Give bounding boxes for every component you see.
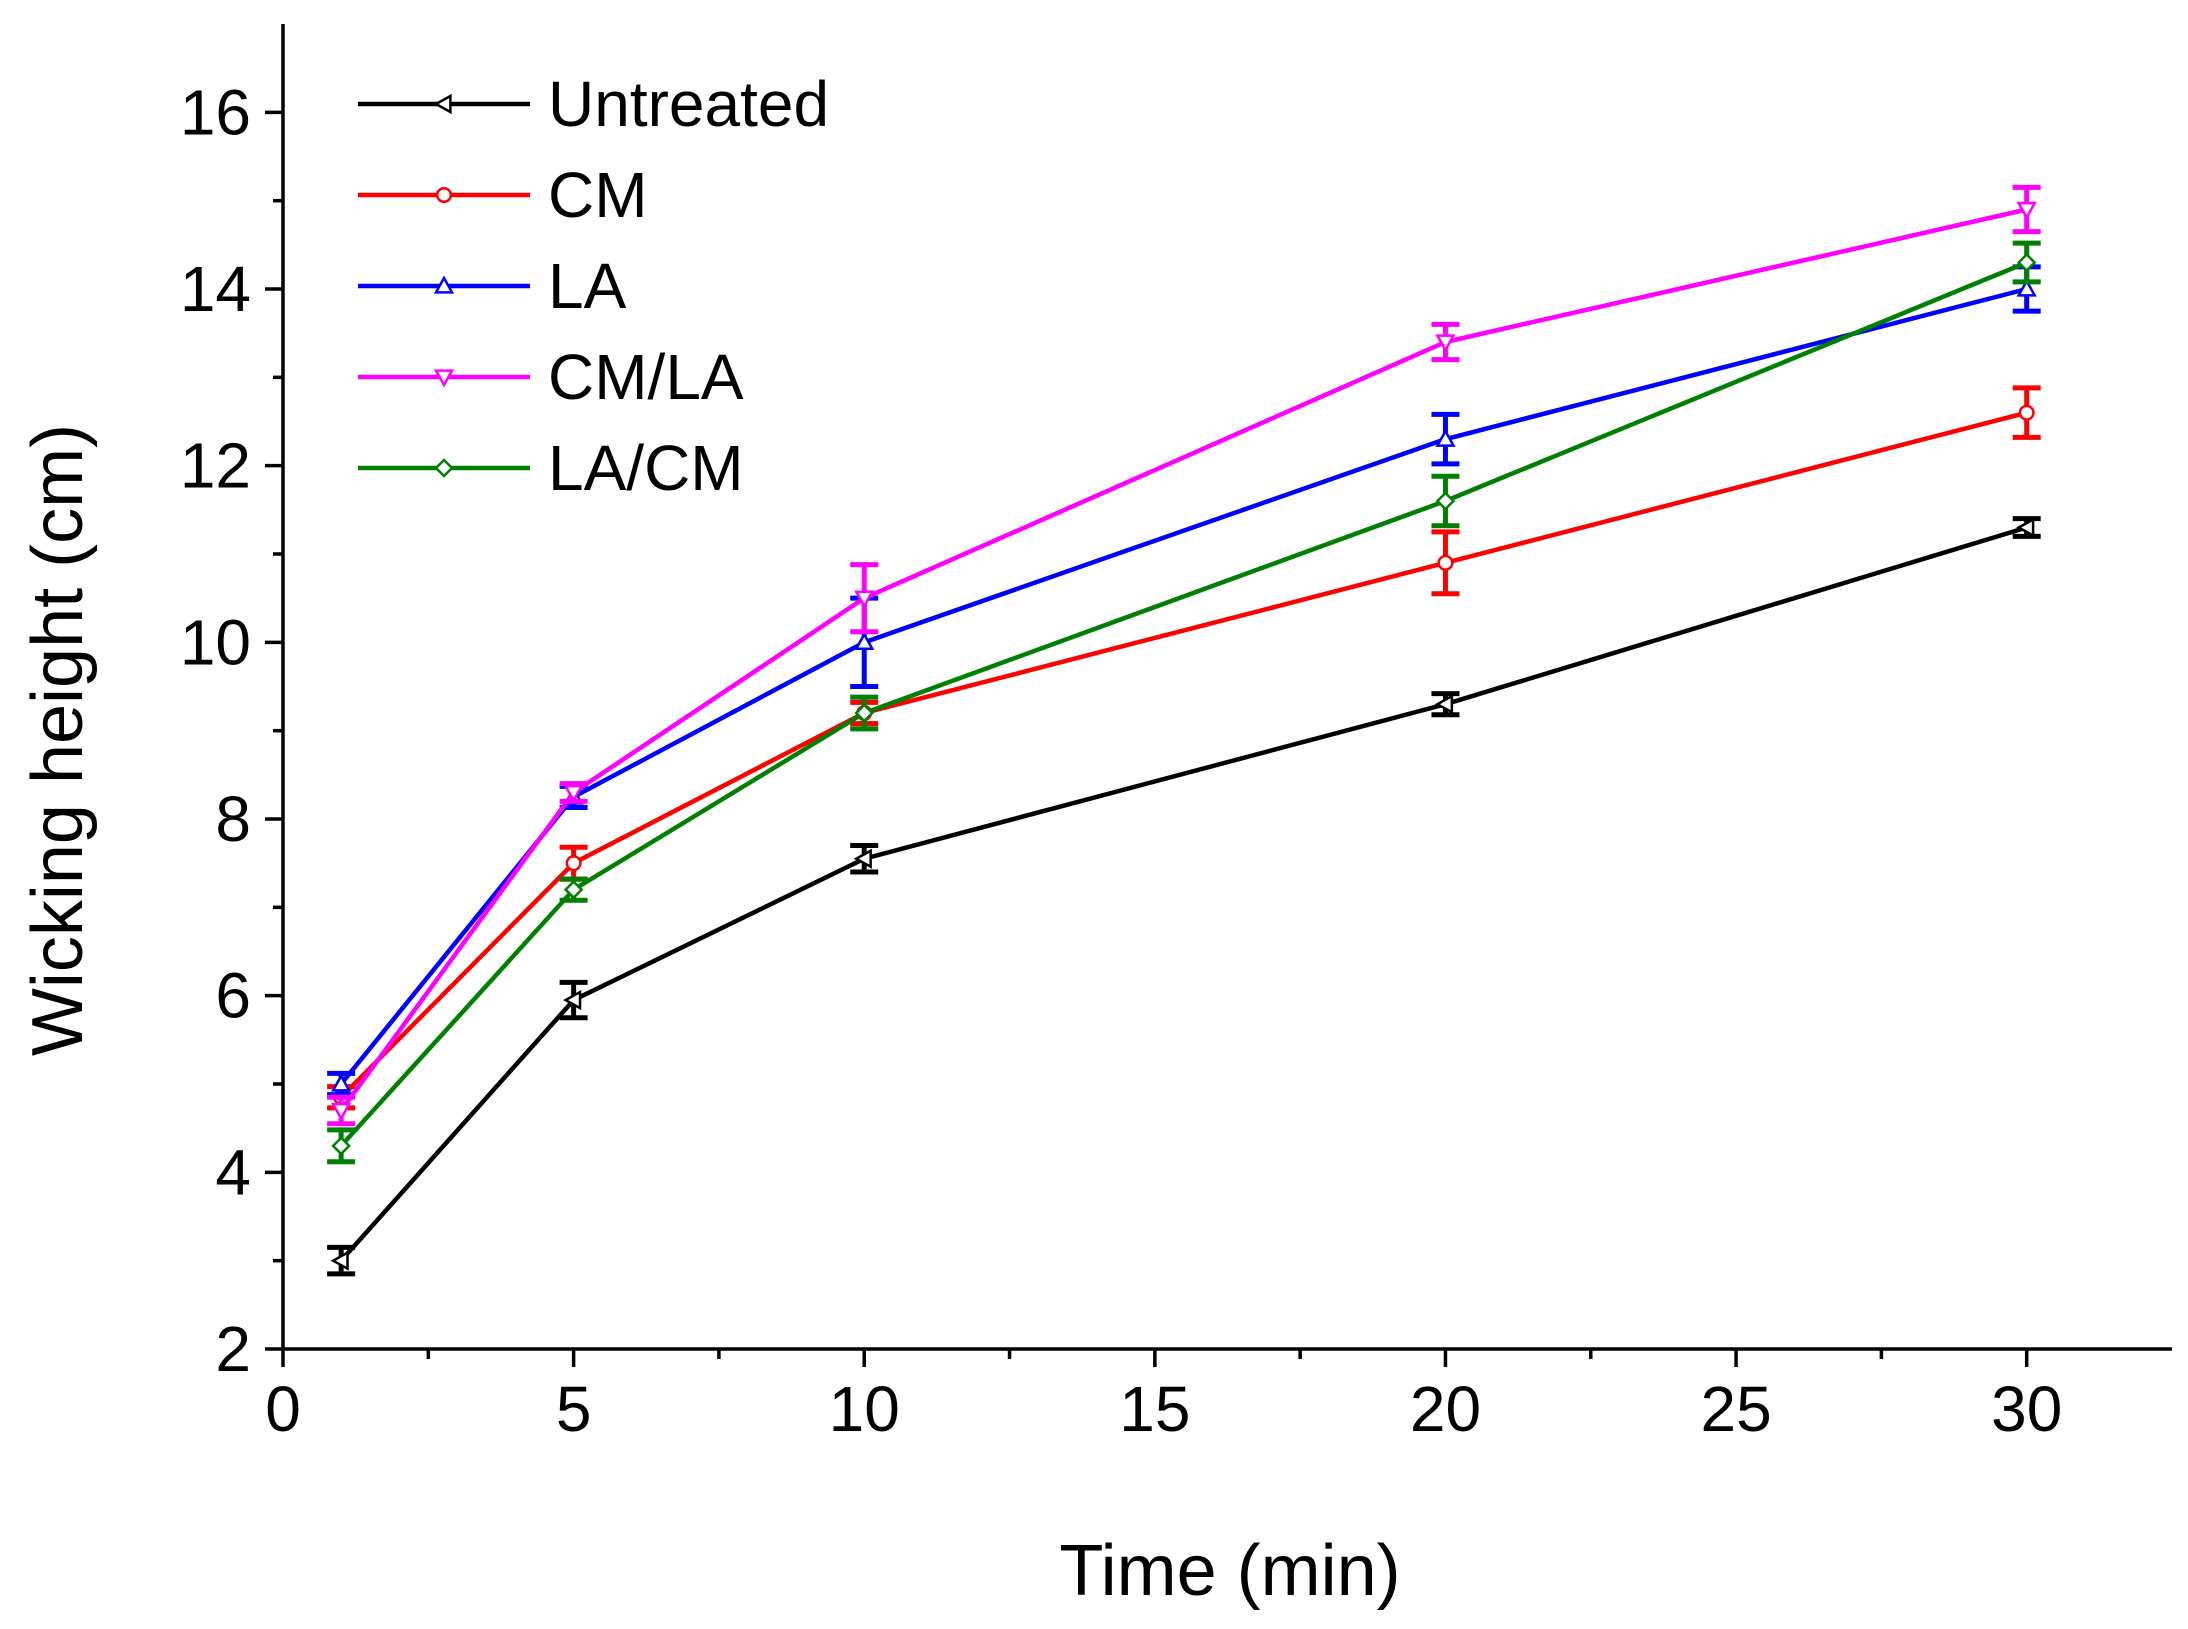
- data-point-la-cm: [1435, 491, 1456, 511]
- legend-label: CM: [548, 159, 648, 231]
- y-tick-label: 10: [180, 606, 251, 678]
- x-tick-label: 20: [1410, 1373, 1481, 1445]
- y-tick-label: 14: [180, 253, 251, 325]
- data-point-untreated: [330, 1250, 349, 1271]
- axes: 0 5 10 15 20 25 30 2 4 6 8 10 12 14 16: [180, 24, 2172, 1445]
- y-tick-label: 16: [180, 76, 251, 148]
- y-axis-title: Wicking height (cm): [18, 424, 98, 1056]
- series-group: [327, 184, 2041, 1277]
- y-tick-label: 2: [215, 1313, 251, 1385]
- x-tick-label: 5: [556, 1373, 592, 1445]
- data-point-cm-la: [1435, 334, 1456, 353]
- y-tick-label: 4: [215, 1136, 251, 1208]
- series-la: [327, 264, 2041, 1098]
- legend-label: LA: [548, 250, 627, 322]
- data-point-cm: [565, 855, 582, 872]
- series-line-cm: [339, 410, 2028, 1099]
- series-line-untreated: [339, 525, 2028, 1263]
- data-point-cm: [2018, 404, 2035, 421]
- legend-item-la: LA: [358, 250, 627, 322]
- data-point-la-cm: [563, 879, 584, 900]
- x-tick-label: 25: [1700, 1373, 1771, 1445]
- data-point-cm-la: [563, 784, 584, 804]
- data-point-la-cm: [2016, 252, 2037, 273]
- legend-item-untreated: Untreated: [358, 68, 829, 140]
- data-point-untreated: [563, 989, 582, 1011]
- series-untreated: [327, 516, 2041, 1277]
- data-point-la: [2016, 278, 2037, 297]
- series-cm-la: [327, 184, 2041, 1127]
- legend-label: CM/LA: [548, 341, 744, 413]
- data-point-cm: [1437, 554, 1454, 571]
- data-point-la: [330, 1073, 352, 1092]
- legend-swatch-marker: [433, 275, 455, 294]
- y-tick-label: 6: [215, 960, 251, 1032]
- legend-label: Untreated: [548, 68, 829, 140]
- legend-swatch-marker: [433, 93, 452, 115]
- x-tick-label: 10: [829, 1373, 900, 1445]
- y-tick-label: 8: [215, 783, 251, 855]
- data-point-la-cm: [331, 1136, 351, 1156]
- legend-item-la-cm: LA/CM: [358, 432, 744, 504]
- legend: Untreated CM LA CM/LA LA/CM: [358, 68, 829, 504]
- legend-label: LA/CM: [548, 432, 744, 504]
- legend-swatch-marker: [434, 458, 454, 478]
- y-tick-label: 12: [180, 430, 251, 502]
- series-la-cm: [327, 240, 2041, 1165]
- legend-swatch-marker: [435, 186, 453, 204]
- data-point-cm-la: [854, 590, 875, 609]
- x-tick-label: 30: [1991, 1373, 2062, 1445]
- data-point-cm-la: [330, 1102, 352, 1122]
- data-point-untreated: [2016, 517, 2035, 538]
- x-tick-label: 0: [265, 1373, 301, 1445]
- data-point-cm-la: [2016, 201, 2037, 221]
- data-point-la: [1435, 428, 1456, 447]
- data-point-untreated: [1434, 694, 1454, 715]
- x-axis-title: Time (min): [1059, 1531, 1400, 1611]
- x-tick-label: 15: [1119, 1373, 1190, 1445]
- data-point-la-cm: [854, 703, 874, 723]
- data-point-la: [854, 631, 875, 650]
- legend-item-cm-la: CM/LA: [358, 341, 744, 413]
- legend-item-cm: CM: [358, 159, 648, 231]
- data-point-untreated: [853, 848, 872, 869]
- legend-swatch-marker: [433, 369, 455, 388]
